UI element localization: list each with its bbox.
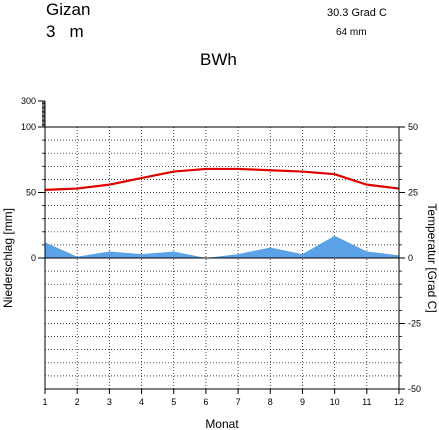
temperature-line xyxy=(44,167,400,191)
right-tick-label: 0 xyxy=(408,253,413,263)
x-tick-label: 1 xyxy=(42,397,47,407)
x-tick-label: 10 xyxy=(330,397,340,407)
x-tick-label: 4 xyxy=(139,397,144,407)
left-tick-label: 50 xyxy=(26,188,36,198)
right-tick-label: -25 xyxy=(408,319,421,329)
right-tick-label: 50 xyxy=(408,122,418,132)
x-tick-label: 7 xyxy=(236,397,241,407)
left-axis-label: Niederschlag [mm] xyxy=(1,208,15,308)
x-tick-label: 8 xyxy=(268,397,273,407)
x-tick-label: 12 xyxy=(394,397,404,407)
x-tick-label: 5 xyxy=(171,397,176,407)
climate-classification: BWh xyxy=(200,50,237,69)
station-name: Gizan xyxy=(46,0,91,19)
right-tick-label: -50 xyxy=(408,384,421,394)
annual-mean-temperature: 30.3 Grad C xyxy=(327,7,387,19)
left-tick-label: 100 xyxy=(21,122,36,132)
left-axis-ticks: 300 100 50 0 xyxy=(21,96,46,263)
elevation-unit: m xyxy=(69,22,84,41)
left-tick-label: 0 xyxy=(31,253,36,263)
x-tick-label: 2 xyxy=(75,397,80,407)
x-tick-label: 6 xyxy=(203,397,208,407)
annual-precipitation-sum: 64 mm xyxy=(336,27,367,38)
x-tick-label: 11 xyxy=(362,397,371,407)
elevation-value: 3 xyxy=(46,22,56,41)
right-axis-label: Temperatur [Grad C] xyxy=(425,203,439,312)
x-tick-label: 3 xyxy=(107,397,112,407)
x-axis-label: Monat xyxy=(205,417,239,430)
x-axis-ticks: 1 2 3 4 5 6 7 8 9 10 11 12 xyxy=(42,389,404,407)
precipitation-area xyxy=(45,235,399,258)
right-axis-ticks: 50 25 0 -25 -50 xyxy=(399,122,421,394)
left-tick-label: 300 xyxy=(21,96,36,106)
x-tick-label: 9 xyxy=(300,397,305,407)
right-tick-label: 25 xyxy=(408,188,418,198)
